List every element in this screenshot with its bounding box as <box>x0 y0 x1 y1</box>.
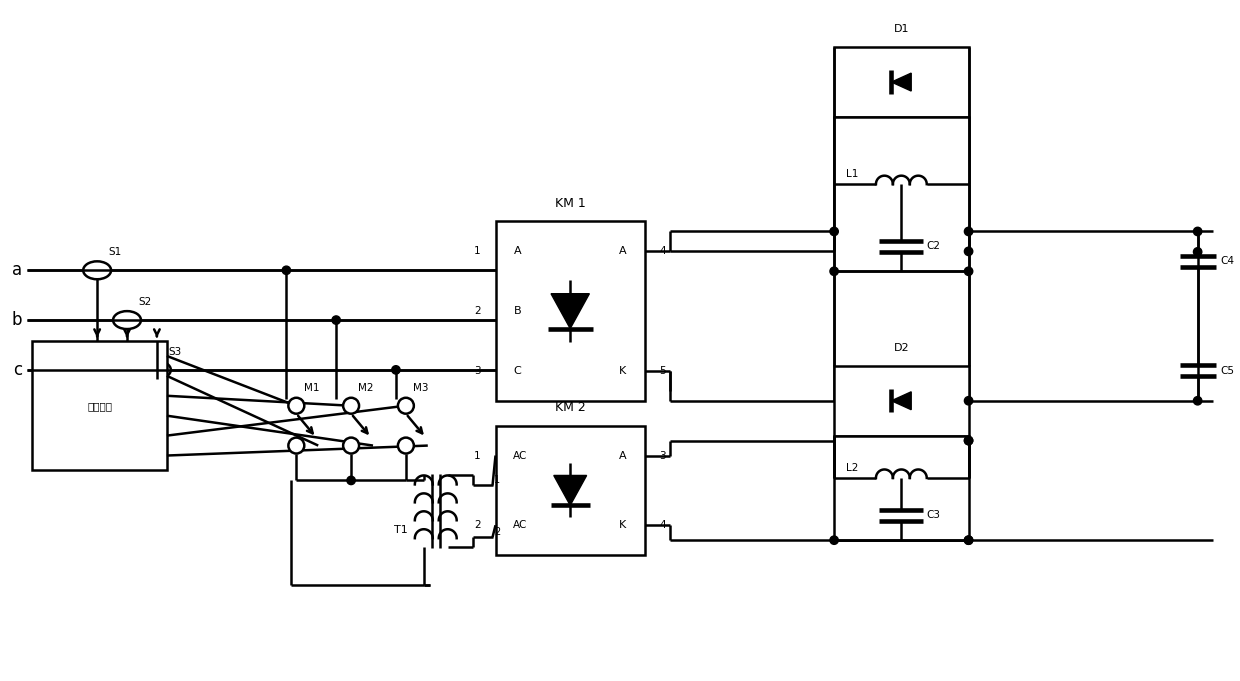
Text: A: A <box>619 451 626 460</box>
Text: M1: M1 <box>304 383 319 393</box>
Text: C: C <box>513 366 521 376</box>
Text: C4: C4 <box>1220 256 1235 266</box>
Text: M3: M3 <box>413 383 429 393</box>
Text: c: c <box>14 361 22 379</box>
Text: AC: AC <box>513 451 527 460</box>
Circle shape <box>965 536 972 544</box>
Polygon shape <box>554 475 587 505</box>
Text: 1: 1 <box>474 451 481 460</box>
Circle shape <box>289 398 304 413</box>
Bar <box>835 366 968 436</box>
Circle shape <box>965 536 972 544</box>
Text: C3: C3 <box>926 510 940 520</box>
Circle shape <box>398 398 414 413</box>
Text: b: b <box>12 311 22 329</box>
Ellipse shape <box>113 311 141 329</box>
Circle shape <box>332 316 340 324</box>
Polygon shape <box>892 73 911 91</box>
Text: B: B <box>513 306 521 316</box>
Text: D2: D2 <box>894 343 909 353</box>
Text: 1: 1 <box>495 475 501 486</box>
Circle shape <box>1193 227 1202 236</box>
Text: C2: C2 <box>926 241 940 251</box>
Circle shape <box>398 438 414 454</box>
Text: A: A <box>619 247 626 256</box>
Text: 2: 2 <box>474 306 481 316</box>
Text: a: a <box>12 262 22 279</box>
Text: A: A <box>513 247 521 256</box>
Text: S3: S3 <box>169 347 181 357</box>
Ellipse shape <box>143 361 171 379</box>
Text: L2: L2 <box>846 463 858 473</box>
Text: 3: 3 <box>474 366 481 376</box>
Circle shape <box>1193 396 1202 405</box>
Circle shape <box>965 396 972 405</box>
Circle shape <box>830 227 838 236</box>
Text: KM 1: KM 1 <box>554 197 585 210</box>
Text: D1: D1 <box>894 25 909 34</box>
Text: M2: M2 <box>358 383 373 393</box>
Bar <box>835 47 968 117</box>
Circle shape <box>965 247 972 255</box>
Text: T1: T1 <box>394 525 408 535</box>
Bar <box>32 341 167 471</box>
Text: S1: S1 <box>108 247 122 257</box>
Text: 4: 4 <box>660 247 666 256</box>
Bar <box>835 436 968 540</box>
Text: KM 2: KM 2 <box>554 401 585 414</box>
Text: K: K <box>619 520 626 530</box>
Text: 控制电路: 控制电路 <box>87 400 112 411</box>
Text: 1: 1 <box>474 247 481 256</box>
Polygon shape <box>892 392 911 410</box>
Text: 5: 5 <box>660 366 666 376</box>
Circle shape <box>343 438 360 454</box>
Circle shape <box>965 437 972 445</box>
Circle shape <box>392 366 401 374</box>
Bar <box>496 426 645 555</box>
Text: S2: S2 <box>139 297 151 307</box>
Bar <box>835 117 968 271</box>
Polygon shape <box>551 294 589 328</box>
Circle shape <box>289 438 304 454</box>
Bar <box>496 221 645 400</box>
Circle shape <box>965 227 972 236</box>
Text: AC: AC <box>513 520 527 530</box>
Text: 2: 2 <box>474 520 481 530</box>
Text: 3: 3 <box>660 451 666 460</box>
Circle shape <box>283 266 290 274</box>
Circle shape <box>343 398 360 413</box>
Text: C5: C5 <box>1220 366 1235 376</box>
Circle shape <box>830 536 838 544</box>
Circle shape <box>830 267 838 276</box>
Text: 4: 4 <box>660 520 666 530</box>
Circle shape <box>965 437 972 445</box>
Text: K: K <box>619 366 626 376</box>
Text: 2: 2 <box>495 527 501 537</box>
Circle shape <box>347 476 356 485</box>
Text: L1: L1 <box>846 169 858 179</box>
Circle shape <box>965 267 972 276</box>
Circle shape <box>1193 248 1202 256</box>
Ellipse shape <box>83 262 112 279</box>
